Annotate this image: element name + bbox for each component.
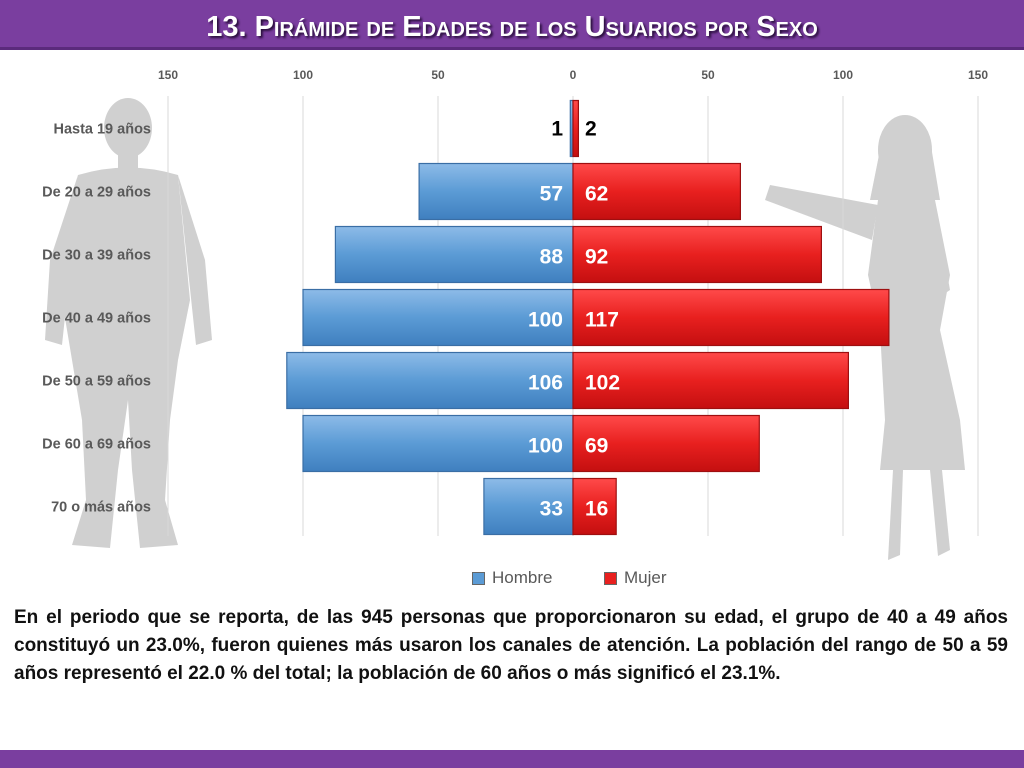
female-silhouette: [765, 115, 965, 560]
slide-title: 13. Pirámide de Edades de los Usuarios p…: [206, 11, 818, 43]
bar-hombre: [483, 477, 574, 536]
x-axis-ticks: 150 100 50 0 50 100 150: [158, 68, 988, 82]
bars: [286, 99, 890, 536]
data-label-hombre: 100: [528, 309, 563, 332]
x-tick-label: 0: [570, 68, 577, 82]
category-label: 70 o más años: [51, 500, 151, 516]
category-label: De 30 a 39 años: [42, 248, 151, 264]
legend-item-mujer: Mujer: [604, 568, 667, 588]
x-tick-label: 50: [701, 68, 715, 82]
bar-mujer: [572, 162, 741, 221]
bar-mujer: [572, 225, 822, 284]
category-label: Hasta 19 años: [53, 122, 151, 138]
description-paragraph: En el periodo que se reporta, de las 945…: [14, 607, 1008, 684]
bar-hombre: [302, 414, 574, 473]
data-label-mujer: 62: [585, 183, 608, 206]
data-label-hombre: 100: [528, 435, 563, 458]
data-label-hombre: 33: [540, 498, 563, 521]
x-tick-label: 100: [293, 68, 313, 82]
age-pyramid-chart: 150 100 50 0 50 100 150 Hasta 19 años De 20 a 2…: [42, 68, 988, 560]
bar-mujer: [572, 288, 890, 347]
bar-hombre: [286, 351, 574, 410]
x-tick-label: 150: [968, 68, 988, 82]
data-label-hombre: 88: [540, 246, 564, 269]
male-silhouette: [45, 98, 212, 548]
x-tick-label: 50: [431, 68, 445, 82]
data-label-hombre: 106: [528, 372, 563, 395]
bar-hombre: [302, 288, 574, 347]
bar-mujer: [572, 351, 849, 410]
category-label: De 60 a 69 años: [42, 437, 151, 453]
data-label-hombre: 57: [540, 183, 563, 206]
data-label-mujer: 117: [585, 309, 619, 332]
bar-mujer: [572, 477, 617, 536]
category-label: De 40 a 49 años: [42, 311, 151, 327]
legend-swatch-mujer: [604, 571, 617, 585]
title-bar: [0, 0, 1024, 50]
category-label: De 20 a 29 años: [42, 185, 151, 201]
data-label-mujer: 102: [585, 372, 620, 395]
x-tick-label: 100: [833, 68, 853, 82]
data-label-mujer: 16: [585, 498, 608, 521]
legend-label-hombre: Hombre: [492, 568, 553, 587]
legend-swatch-hombre: [472, 571, 485, 585]
legend-item-hombre: Hombre: [472, 568, 552, 588]
bottom-bar: [0, 750, 1024, 768]
data-label-mujer: 69: [585, 435, 608, 458]
category-label: De 50 a 59 años: [42, 374, 151, 390]
bar-hombre: [334, 225, 574, 284]
bar-mujer: [572, 414, 760, 473]
category-labels: Hasta 19 años De 20 a 29 años De 30 a 39 a…: [42, 122, 151, 516]
legend: Hombre Mujer: [0, 568, 1024, 594]
data-label-hombre: 1: [551, 118, 563, 141]
bar-mujer: [572, 99, 580, 158]
data-label-mujer: 2: [585, 118, 597, 141]
data-labels: 1 2 57 62 88 92 100 117 106 102 100 69 33 16: [528, 118, 620, 521]
legend-label-mujer: Mujer: [624, 568, 667, 587]
x-tick-label: 150: [158, 68, 178, 82]
data-label-mujer: 92: [585, 246, 608, 269]
